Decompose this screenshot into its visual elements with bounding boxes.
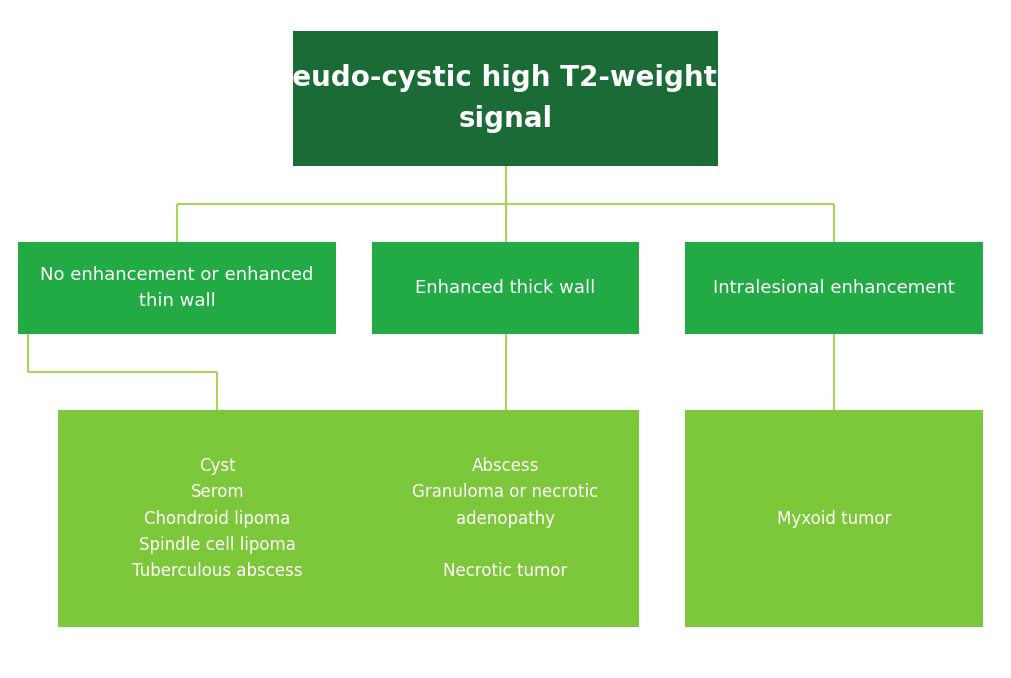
FancyBboxPatch shape	[17, 243, 336, 334]
Text: No enhancement or enhanced
thin wall: No enhancement or enhanced thin wall	[40, 266, 313, 311]
FancyBboxPatch shape	[58, 410, 376, 627]
FancyBboxPatch shape	[372, 243, 640, 334]
Text: Enhanced thick wall: Enhanced thick wall	[416, 279, 595, 297]
Text: Abscess
Granuloma or necrotic
adenopathy

Necrotic tumor: Abscess Granuloma or necrotic adenopathy…	[412, 457, 599, 580]
Text: Myxoid tumor: Myxoid tumor	[776, 510, 892, 527]
FancyBboxPatch shape	[293, 31, 718, 166]
Text: Pseudo-cystic high T2-weighted
signal: Pseudo-cystic high T2-weighted signal	[256, 64, 755, 133]
FancyBboxPatch shape	[372, 410, 640, 627]
FancyBboxPatch shape	[685, 243, 983, 334]
FancyBboxPatch shape	[685, 410, 983, 627]
Text: Intralesional enhancement: Intralesional enhancement	[713, 279, 955, 297]
Text: Cyst
Serom
Chondroid lipoma
Spindle cell lipoma
Tuberculous abscess: Cyst Serom Chondroid lipoma Spindle cell…	[132, 457, 302, 580]
